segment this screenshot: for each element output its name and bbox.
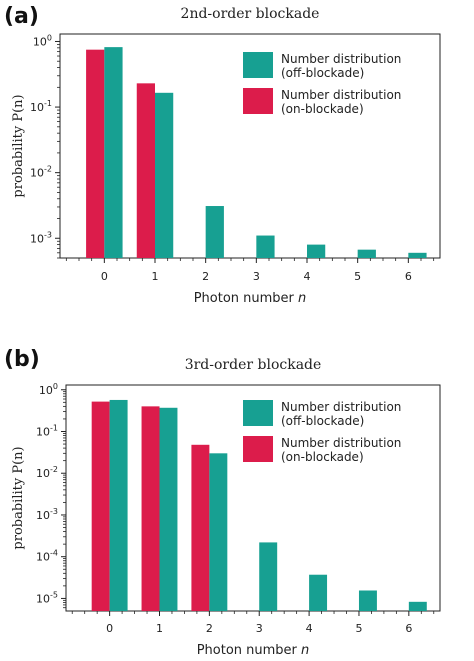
- x-tick-label: 1: [152, 270, 159, 283]
- bar: [159, 407, 178, 611]
- plot-frame: [59, 33, 441, 259]
- panel-label: (b): [4, 347, 40, 372]
- x-tick-label: 3: [253, 270, 260, 283]
- x-tick-label: 6: [405, 270, 412, 283]
- legend-label: Number distribution: [281, 88, 401, 102]
- x-tick-label: 2: [202, 270, 209, 283]
- bar: [358, 590, 377, 611]
- legend-label: (on-blockade): [281, 450, 364, 464]
- chart-title: 2nd-order blockade: [181, 6, 320, 22]
- legend-label: Number distribution: [281, 400, 401, 414]
- legend-label: (off-blockade): [281, 414, 364, 428]
- bar: [136, 83, 155, 258]
- bar: [191, 444, 210, 611]
- y-tick-label: 10-2: [30, 165, 52, 180]
- y-tick-label: 10-1: [36, 423, 58, 438]
- x-tick-label: 5: [355, 622, 362, 635]
- legend-swatch: [243, 52, 273, 78]
- bar: [109, 399, 128, 611]
- x-tick-label: 4: [304, 270, 311, 283]
- legend-label: (on-blockade): [281, 102, 364, 116]
- x-axis-label: Photon number n: [194, 291, 307, 306]
- bar: [408, 252, 427, 258]
- x-tick-label: 6: [405, 622, 412, 635]
- bar: [104, 47, 123, 258]
- bar: [209, 453, 228, 611]
- y-tick-label: 10-5: [36, 590, 58, 605]
- bar: [205, 206, 224, 258]
- x-tick-label: 3: [256, 622, 263, 635]
- y-axis-label: probability P(n): [11, 446, 26, 549]
- legend-swatch: [243, 88, 273, 114]
- bar: [309, 574, 328, 611]
- y-tick-label: 10-3: [36, 507, 58, 522]
- x-tick-label: 2: [206, 622, 213, 635]
- y-tick-label: 10-2: [36, 465, 58, 480]
- x-tick-label: 4: [306, 622, 313, 635]
- y-tick-label: 10-4: [36, 549, 58, 564]
- legend-label: Number distribution: [281, 436, 401, 450]
- x-tick-label: 1: [156, 622, 163, 635]
- bar: [141, 406, 160, 611]
- y-axis-label: probability P(n): [11, 94, 26, 197]
- bar: [86, 49, 105, 258]
- bar: [256, 235, 275, 258]
- plot-frame: [65, 384, 441, 612]
- bar: [155, 92, 174, 258]
- x-tick-label: 5: [354, 270, 361, 283]
- x-tick-label: 0: [106, 622, 113, 635]
- chart-panel-a: (a) 2nd-order blockade 100 10-1 10-2 10-3 prob…: [4, 4, 441, 306]
- legend-label: (off-blockade): [281, 66, 364, 80]
- legend-swatch: [243, 400, 273, 426]
- y-tick-label: 100: [39, 382, 58, 397]
- y-tick-label: 10-3: [30, 230, 52, 245]
- chart-title: 3rd-order blockade: [185, 357, 322, 373]
- bar: [408, 601, 427, 611]
- y-tick-label: 10-1: [30, 99, 52, 114]
- legend-label: Number distribution: [281, 52, 401, 66]
- bar: [259, 542, 278, 611]
- panel-label: (a): [4, 4, 39, 29]
- bar: [91, 401, 110, 611]
- chart-panel-b: (b) 3rd-order blockade 100 10-1 10-2 10-3 10-4…: [4, 347, 441, 658]
- bar: [357, 249, 376, 258]
- legend-swatch: [243, 436, 273, 462]
- bar: [307, 244, 326, 258]
- x-tick-label: 0: [101, 270, 108, 283]
- y-tick-label: 100: [33, 33, 52, 48]
- x-axis-label: Photon number n: [197, 643, 310, 658]
